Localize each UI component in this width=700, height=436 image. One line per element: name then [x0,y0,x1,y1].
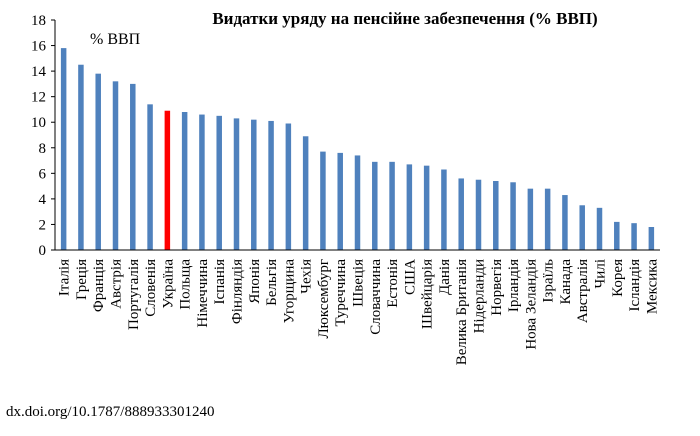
bar [320,151,326,250]
bar [95,73,101,251]
x-tick-label: Японія [247,259,263,304]
x-tick-label: Австралія [575,259,591,323]
doi-footer: dx.doi.org/10.1787/888933301240 [6,404,215,420]
bar [147,104,153,250]
x-tick-label: Люксембург [316,259,332,339]
bar [423,165,430,250]
bar [233,118,240,250]
bar [614,221,620,250]
x-tick-label: Франція [91,259,107,312]
bar [544,188,551,250]
bar [112,81,119,250]
bar [475,179,482,250]
y-tick-label: 10 [31,115,46,131]
y-tick-label: 12 [31,90,46,106]
x-tick-label: Польща [178,259,194,310]
bar [130,83,136,250]
bar [285,123,292,250]
x-tick-label: Швеція [351,259,367,307]
x-tick-label: Туреччина [333,259,349,327]
bar [337,152,343,250]
x-tick-label: Україна [160,259,176,309]
y-axis-unit-label: % ВВП [90,31,141,48]
x-tick-label: Корея [610,259,626,297]
x-axis-labels: Італія Греція Франція Австрія Португалія Слов… [57,259,661,366]
y-tick-label: 14 [31,64,47,80]
x-tick-label: Португалія [126,259,142,330]
x-tick-label: Іспанія [212,259,228,305]
y-tick-label: 16 [31,39,47,55]
x-tick-label: Нідерланди [472,259,488,333]
x-tick-label: Італія [57,259,73,296]
x-tick-label: Швейцарія [420,259,436,329]
bar [631,223,637,250]
bar-chart: Видатки уряду на пенсійне забезпечення (… [31,9,661,366]
x-tick-label: Австрія [109,259,125,309]
bar [216,115,222,250]
x-tick-label: Угорщина [281,259,297,324]
x-tick-label: Ірландія [506,259,522,312]
bar [579,205,585,250]
x-tick-label: Німеччина [195,259,211,328]
bar [354,155,361,250]
y-tick-label: 18 [31,13,46,29]
x-tick-label: Ізраїль [541,259,557,303]
y-tick-label: 0 [39,243,47,259]
y-tick-label: 4 [39,192,47,208]
bar [78,64,84,250]
bar [181,112,188,250]
bar [527,188,534,250]
bar [441,169,447,250]
bar [199,114,205,250]
x-tick-label: Данія [437,259,453,295]
bar [510,182,516,250]
y-tick-label: 8 [39,141,47,157]
x-tick-label: Велика Британія [454,259,470,365]
x-tick-label: Греція [74,259,90,300]
bar [389,161,395,250]
bar [60,48,67,250]
x-tick-label: Ісландія [627,259,643,312]
bar [251,119,257,251]
bar [164,110,171,250]
bar [493,181,499,250]
x-tick-label: Канада [558,259,574,305]
bar [596,207,603,250]
bar [302,136,309,250]
x-tick-label: Чилі [593,259,609,288]
bar [406,164,413,250]
y-tick-label: 2 [39,217,47,233]
x-tick-label: Словенія [143,259,159,317]
bar [648,227,655,250]
y-tick-label: 6 [39,166,47,182]
bar [458,178,464,250]
x-tick-label: Фінляндія [230,259,246,324]
bar [268,120,274,250]
bar [372,161,378,250]
bar [562,195,568,250]
y-axis: 0 2 4 6 8 10 12 14 16 18 [31,13,660,259]
bars-group [60,48,655,251]
x-tick-label: Словаччина [368,259,384,335]
x-tick-label: Нова Зеландія [523,259,539,350]
chart-title: Видатки уряду на пенсійне забезпечення (… [212,9,597,28]
x-tick-label: Бельгія [264,259,280,306]
x-tick-label: Естонія [385,259,401,308]
x-tick-label: США [402,259,418,295]
x-tick-label: Норвегія [489,259,505,316]
x-tick-label: Мексика [644,259,660,314]
x-tick-label: Чехія [299,259,315,294]
